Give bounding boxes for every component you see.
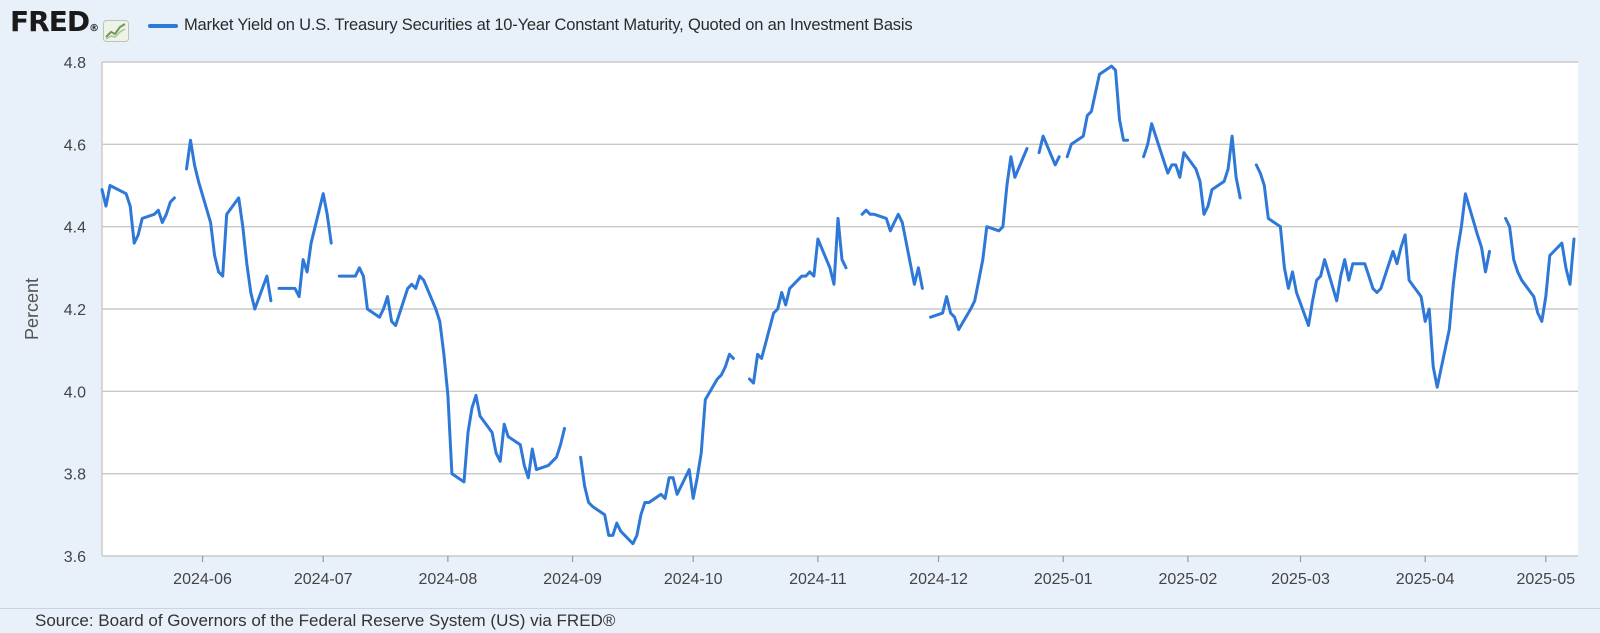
series-segment[interactable] <box>185 138 273 311</box>
x-tick-label: 2024-11 <box>789 571 847 588</box>
series-segment[interactable] <box>337 266 566 484</box>
x-tick-label: 2025-01 <box>1034 571 1093 588</box>
series-segment[interactable] <box>1065 64 1130 159</box>
series-segment[interactable] <box>860 208 924 290</box>
y-tick-label: 3.8 <box>64 467 86 484</box>
x-tick-label: 2025-02 <box>1159 571 1218 588</box>
series-segment[interactable] <box>100 184 176 245</box>
x-tick-label: 2024-09 <box>543 571 602 588</box>
y-tick-label: 4.2 <box>64 302 86 319</box>
chart-footer: Source: Board of Governors of the Federa… <box>0 608 1600 633</box>
series-segment[interactable] <box>277 192 333 299</box>
fred-wordmark: FRED® <box>10 7 99 44</box>
series-segment[interactable] <box>929 147 1029 332</box>
series-segment[interactable] <box>1254 163 1491 389</box>
x-tick-label: 2024-06 <box>173 571 232 588</box>
x-tick-label: 2025-04 <box>1396 571 1455 588</box>
series-segment[interactable] <box>1142 122 1242 216</box>
series-line[interactable] <box>100 64 1576 546</box>
chart-header: FRED® Market Yield on U.S. Treasury Secu… <box>0 0 1600 52</box>
x-axis-ticks: 2024-06 2024-07 2024-08 2024-09 2024-10 2024-… <box>173 556 1575 588</box>
source-note: Source: Board of Governors of the Federa… <box>35 611 616 630</box>
x-tick-label: 2024-12 <box>909 571 968 588</box>
series-segment[interactable] <box>748 216 848 385</box>
series-segment[interactable] <box>1037 134 1061 167</box>
y-tick-label: 4.6 <box>64 137 86 154</box>
y-tick-label: 4.8 <box>64 55 86 72</box>
y-tick-label: 3.6 <box>64 549 86 566</box>
chart-legend[interactable]: Market Yield on U.S. Treasury Securities… <box>148 16 913 35</box>
y-tick-label: 4.0 <box>64 384 86 401</box>
legend-series-label: Market Yield on U.S. Treasury Securities… <box>184 16 913 34</box>
line-chart[interactable]: 3.63.84.04.24.44.64.8 2024-06 2024-07 2024… <box>0 0 1600 608</box>
x-tick-label: 2024-07 <box>294 571 353 588</box>
line-chart-icon <box>103 20 130 42</box>
y-tick-label: 4.4 <box>64 220 86 237</box>
x-tick-label: 2025-05 <box>1516 571 1575 588</box>
y-axis-ticks: 3.6 3.8 4.0 4.2 4.4 4.6 4.8 <box>64 55 86 566</box>
fred-wordmark-text: FRED <box>10 5 90 38</box>
x-tick-label: 2025-03 <box>1271 571 1330 588</box>
gridlines <box>101 61 1578 557</box>
fred-logo[interactable]: FRED® <box>10 7 130 44</box>
series-segment[interactable] <box>579 352 735 546</box>
series-segment[interactable] <box>1504 216 1576 323</box>
y-axis-label: Percent <box>22 278 42 340</box>
fred-registered-mark: ® <box>89 23 100 34</box>
x-tick-label: 2024-08 <box>419 571 478 588</box>
x-tick-label: 2024-10 <box>664 571 723 588</box>
legend-swatch <box>148 23 178 28</box>
